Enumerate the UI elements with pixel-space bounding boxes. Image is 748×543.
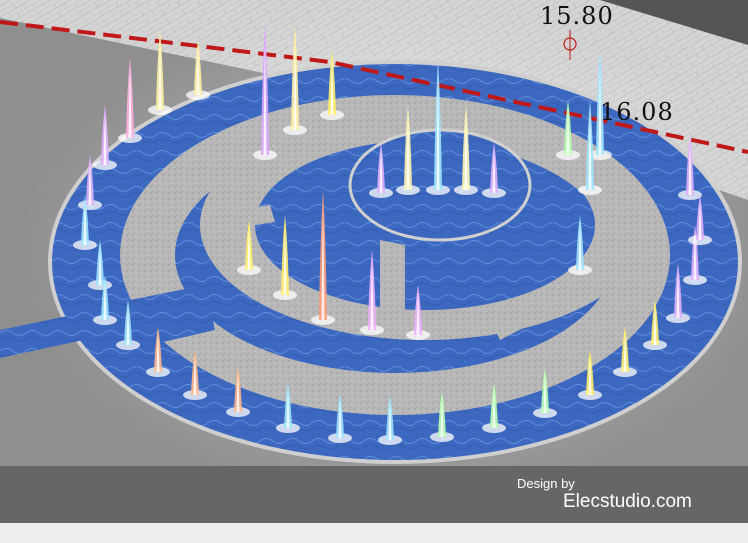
fountain-jet xyxy=(578,100,602,195)
fountain-jet xyxy=(237,220,261,275)
outer-ring-gap xyxy=(130,285,215,345)
spoke-right xyxy=(490,300,548,340)
fountain-jet xyxy=(93,105,117,170)
fountain-jet xyxy=(613,327,637,377)
fountain-jet xyxy=(533,368,557,418)
road-edge xyxy=(600,0,748,45)
fountain-jet xyxy=(186,40,210,100)
fountain-jet xyxy=(578,350,602,400)
fountain-jet xyxy=(556,100,580,160)
fountain-jet xyxy=(93,275,117,325)
fountain-jet xyxy=(276,383,300,433)
fountain-jet xyxy=(146,327,170,377)
credit-banner xyxy=(0,466,748,523)
fountain-jet xyxy=(378,395,402,445)
fountain-jet xyxy=(482,383,506,433)
fountain-jet xyxy=(273,215,297,300)
fountain-jet xyxy=(588,50,612,160)
fountain-jet xyxy=(643,300,667,350)
fountain-jet xyxy=(226,367,250,417)
fountain-jet xyxy=(311,190,335,325)
fountain-jet xyxy=(678,135,702,200)
fountain-jet xyxy=(666,263,690,323)
fountain-jet xyxy=(430,392,454,442)
outer-pool-rim xyxy=(48,60,742,464)
fountain-jet xyxy=(406,285,430,340)
fountain-jet xyxy=(568,215,592,275)
fountain-jets xyxy=(73,23,712,445)
fountain-jet xyxy=(73,195,97,250)
spoke-bottom xyxy=(380,240,405,312)
fountain-jet xyxy=(283,25,307,135)
elevation-marker-upper xyxy=(563,37,577,51)
fountain-jet xyxy=(183,350,207,400)
fountain-jet xyxy=(396,105,420,195)
fountain-jet xyxy=(328,393,352,443)
fountain-jet xyxy=(148,30,172,115)
fountain-jet xyxy=(683,225,707,285)
fountain-jet xyxy=(426,60,450,195)
fountain-jet xyxy=(369,143,393,198)
fountain-jet xyxy=(116,300,140,350)
credit-studio-name: Elecstudio.com xyxy=(563,491,692,512)
credit-design-by: Design by xyxy=(517,476,575,491)
bottom-strip xyxy=(0,523,748,543)
fountain-jet xyxy=(360,250,384,335)
elevation-label-upper: 15.80 xyxy=(540,2,614,30)
elevation-label-lower: 16.08 xyxy=(600,98,674,126)
fountain-jet xyxy=(688,195,712,245)
site-boundary-line xyxy=(0,20,748,154)
fountain-jet xyxy=(320,50,344,120)
fountain-jet xyxy=(454,105,478,195)
fountain-jet xyxy=(482,143,506,198)
fountain-jet xyxy=(253,23,277,160)
spoke-left xyxy=(205,205,275,232)
fountain-jet xyxy=(118,58,142,143)
